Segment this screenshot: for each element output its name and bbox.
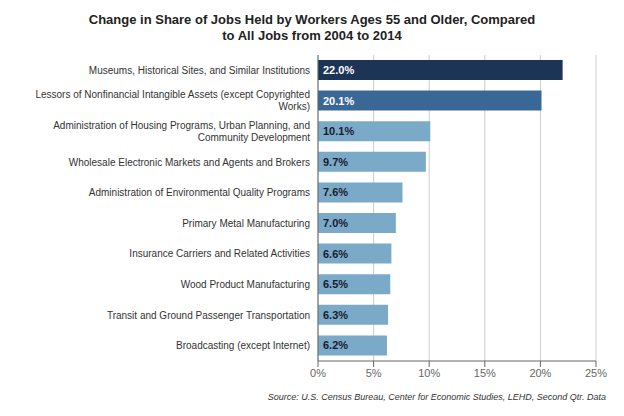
svg-text:6.6%: 6.6% xyxy=(323,248,348,260)
svg-text:Primary Metal Manufacturing: Primary Metal Manufacturing xyxy=(182,218,310,229)
svg-text:Lessors of Nonfinancial Intang: Lessors of Nonfinancial Intangible Asset… xyxy=(35,89,310,112)
svg-text:6.3%: 6.3% xyxy=(323,309,348,321)
svg-text:6.5%: 6.5% xyxy=(323,278,348,290)
svg-text:Transit and Ground Passenger T: Transit and Ground Passenger Transportat… xyxy=(107,310,310,321)
svg-text:10%: 10% xyxy=(418,367,440,379)
svg-text:Administration of Environmenta: Administration of Environmental Quality … xyxy=(89,187,310,198)
svg-text:Broadcasting (except Internet): Broadcasting (except Internet) xyxy=(176,340,310,351)
svg-text:20.1%: 20.1% xyxy=(323,95,354,107)
svg-text:Insurance Carriers and Related: Insurance Carriers and Related Activitie… xyxy=(129,248,310,259)
svg-text:7.0%: 7.0% xyxy=(323,217,348,229)
html-text:Source: U.S. Census Bureau, Ce: Source: U.S. Census Bureau, Center for E… xyxy=(267,392,606,402)
html-text:Change in Share of Jobs Held b: Change in Share of Jobs Held by Workers … xyxy=(88,12,536,43)
svg-text:Wood Product Manufacturing: Wood Product Manufacturing xyxy=(181,279,310,290)
svg-text:Museums, Historical Sites, and: Museums, Historical Sites, and Similar I… xyxy=(89,65,310,76)
svg-text:9.7%: 9.7% xyxy=(323,156,348,168)
svg-text:Administration of Housing Prog: Administration of Housing Programs, Urba… xyxy=(53,120,310,143)
svg-text:Wholesale Electronic Markets a: Wholesale Electronic Markets and Agents … xyxy=(69,157,310,168)
svg-text:6.2%: 6.2% xyxy=(323,339,348,351)
svg-text:22.0%: 22.0% xyxy=(323,64,354,76)
svg-text:10.1%: 10.1% xyxy=(323,125,354,137)
svg-text:15%: 15% xyxy=(474,367,496,379)
svg-text:0%: 0% xyxy=(310,367,326,379)
svg-text:25%: 25% xyxy=(585,367,607,379)
svg-text:20%: 20% xyxy=(529,367,551,379)
svg-text:7.6%: 7.6% xyxy=(323,186,348,198)
svg-text:5%: 5% xyxy=(366,367,382,379)
